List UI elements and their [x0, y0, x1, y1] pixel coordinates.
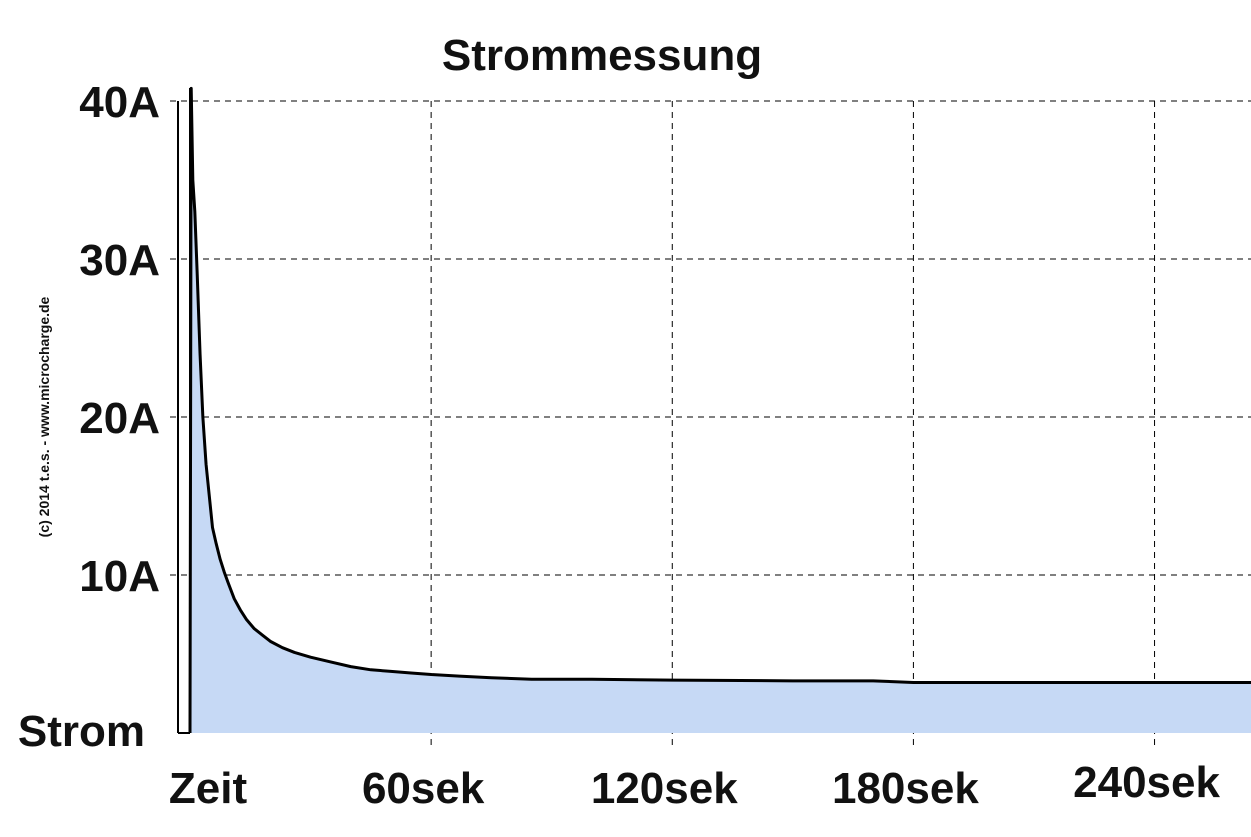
- y-tick-labels: 10A 20A 30A 40A: [79, 78, 160, 601]
- copyright-text: (c) 2014 t.e.s. - www.microcharge.de: [36, 296, 52, 537]
- series-line: [188, 86, 1251, 734]
- y-tick-label-2: 30A: [79, 236, 160, 285]
- x-axis-label: Zeit: [169, 764, 248, 813]
- y-tick-label-1: 20A: [79, 394, 160, 443]
- y-tick-label-3: 40A: [79, 78, 160, 127]
- x-tick-label-1: 120sek: [591, 764, 738, 813]
- y-axis-label: Strom: [18, 707, 145, 756]
- x-tick-labels: 60sek 120sek 180sek 240sek: [362, 758, 1221, 813]
- x-tick-label-2: 180sek: [832, 764, 979, 813]
- series-area-fill: [190, 88, 1251, 734]
- data-area: [188, 86, 1251, 734]
- x-tick-label-3: 240sek: [1073, 758, 1220, 807]
- grid-lines: [170, 100, 1251, 745]
- x-tick-label-0: 60sek: [362, 764, 485, 813]
- y-tick-label-0: 10A: [79, 552, 160, 601]
- chart-title: Strommessung: [442, 31, 762, 80]
- axes: [177, 88, 191, 734]
